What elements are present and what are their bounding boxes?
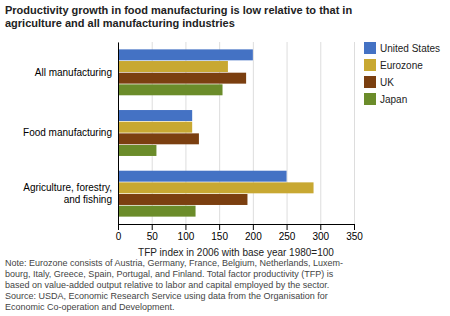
x-axis: 0 50 100 150 200 250 300 350 [116,224,364,242]
legend: United States Eurozone UK Japan [364,42,440,105]
x-tick: 300 [312,224,329,242]
x-tick: 100 [178,224,195,242]
legend-swatch [364,93,376,105]
bar [118,206,196,217]
y-tick: Agriculture, forestry,and fishing [23,182,118,205]
x-axis-title: TFP index in 2006 with base year 1980=10… [138,247,334,258]
title-line: Productivity growth in food manufacturin… [5,4,352,16]
grid-tick [354,42,355,224]
x-tick: 200 [245,224,262,242]
bar [118,133,199,144]
legend-swatch [364,59,376,71]
bar [118,73,246,84]
bar [118,122,192,133]
bars [118,49,314,216]
x-tick-label: 0 [116,231,122,242]
y-tick-label: All manufacturing [35,67,112,78]
grid-line [320,42,321,224]
grid-tick [253,42,254,224]
grid-tick [320,42,321,224]
x-tick-label: 200 [245,231,262,242]
legend-swatch [364,76,376,88]
x-tick: 0 [116,224,122,242]
x-tick-mark [219,224,220,230]
annotation: based on value-added output relative to … [5,280,329,290]
y-tick: Food manufacturing [23,127,118,138]
x-tick: 50 [147,224,159,242]
y-tick-label: Agriculture, forestry,and fishing [23,182,112,205]
x-tick-label: 150 [211,231,228,242]
title-line: agriculture and all manufacturing indust… [5,17,235,29]
x-tick-mark [354,224,355,230]
bar [118,145,156,156]
annotation: Note: Eurozone consists of Austria, Germ… [5,258,343,268]
grid-line [354,42,355,224]
grid-tick [287,42,288,224]
series [118,61,314,193]
y-tick-label: Food manufacturing [23,127,112,138]
grid-line [287,42,288,224]
y-axis: Agriculture, forestry,and fishing Food ma… [23,43,118,225]
y-tick-label-line: Agriculture, forestry, [23,182,112,193]
x-axis-line [119,225,355,231]
bar [118,49,253,60]
y-tick-label-line: Food manufacturing [23,127,112,138]
x-tick: 250 [279,224,296,242]
bar [118,61,228,72]
legend-label: United States [380,43,440,54]
grid-line [253,42,254,224]
y-tick: All manufacturing [35,67,118,78]
chart: Productivity growth in food manufacturin… [0,0,450,316]
annotation: Source: USDA, Economic Research Service … [5,291,328,301]
grid-tick [118,42,119,224]
x-tick-mark [253,224,254,230]
x-tick-label: 50 [147,231,159,242]
legend-label: Eurozone [380,60,423,71]
x-tick-mark [185,224,186,230]
series [118,49,287,181]
bar [118,194,247,205]
bar [118,84,223,95]
legend-label: Japan [380,94,407,105]
grid-line [118,42,119,224]
annotation: Economic Co-operation and Development. [5,302,175,312]
annotation: bourg, Italy, Greece, Spain, Portugal, a… [5,269,334,279]
x-tick-mark [118,224,119,230]
grid [119,42,355,224]
y-axis-line [118,43,119,225]
y-tick-label-line: All manufacturing [35,67,112,78]
x-tick-label: 100 [178,231,195,242]
plot: 0 50 100 150 200 250 300 350 TFP index in 2006 w… [23,42,363,258]
legend-label: UK [380,77,394,88]
legend-item: Japan [364,93,407,105]
x-tick-label: 250 [279,231,296,242]
title: Productivity growth in food manufacturin… [5,4,352,29]
legend-swatch [364,42,376,54]
x-tick-mark [287,224,288,230]
x-tick-mark [152,224,153,230]
x-tick-label: 350 [346,231,363,242]
bar [118,171,287,182]
x-tick-label: 300 [312,231,329,242]
legend-item: UK [364,76,394,88]
x-tick: 150 [211,224,228,242]
legend-item: United States [364,42,440,54]
bar [118,182,314,193]
legend-item: Eurozone [364,59,423,71]
x-tick: 350 [346,224,363,242]
x-tick-mark [320,224,321,230]
y-tick-label-line: and fishing [64,194,112,205]
bar [118,110,192,121]
